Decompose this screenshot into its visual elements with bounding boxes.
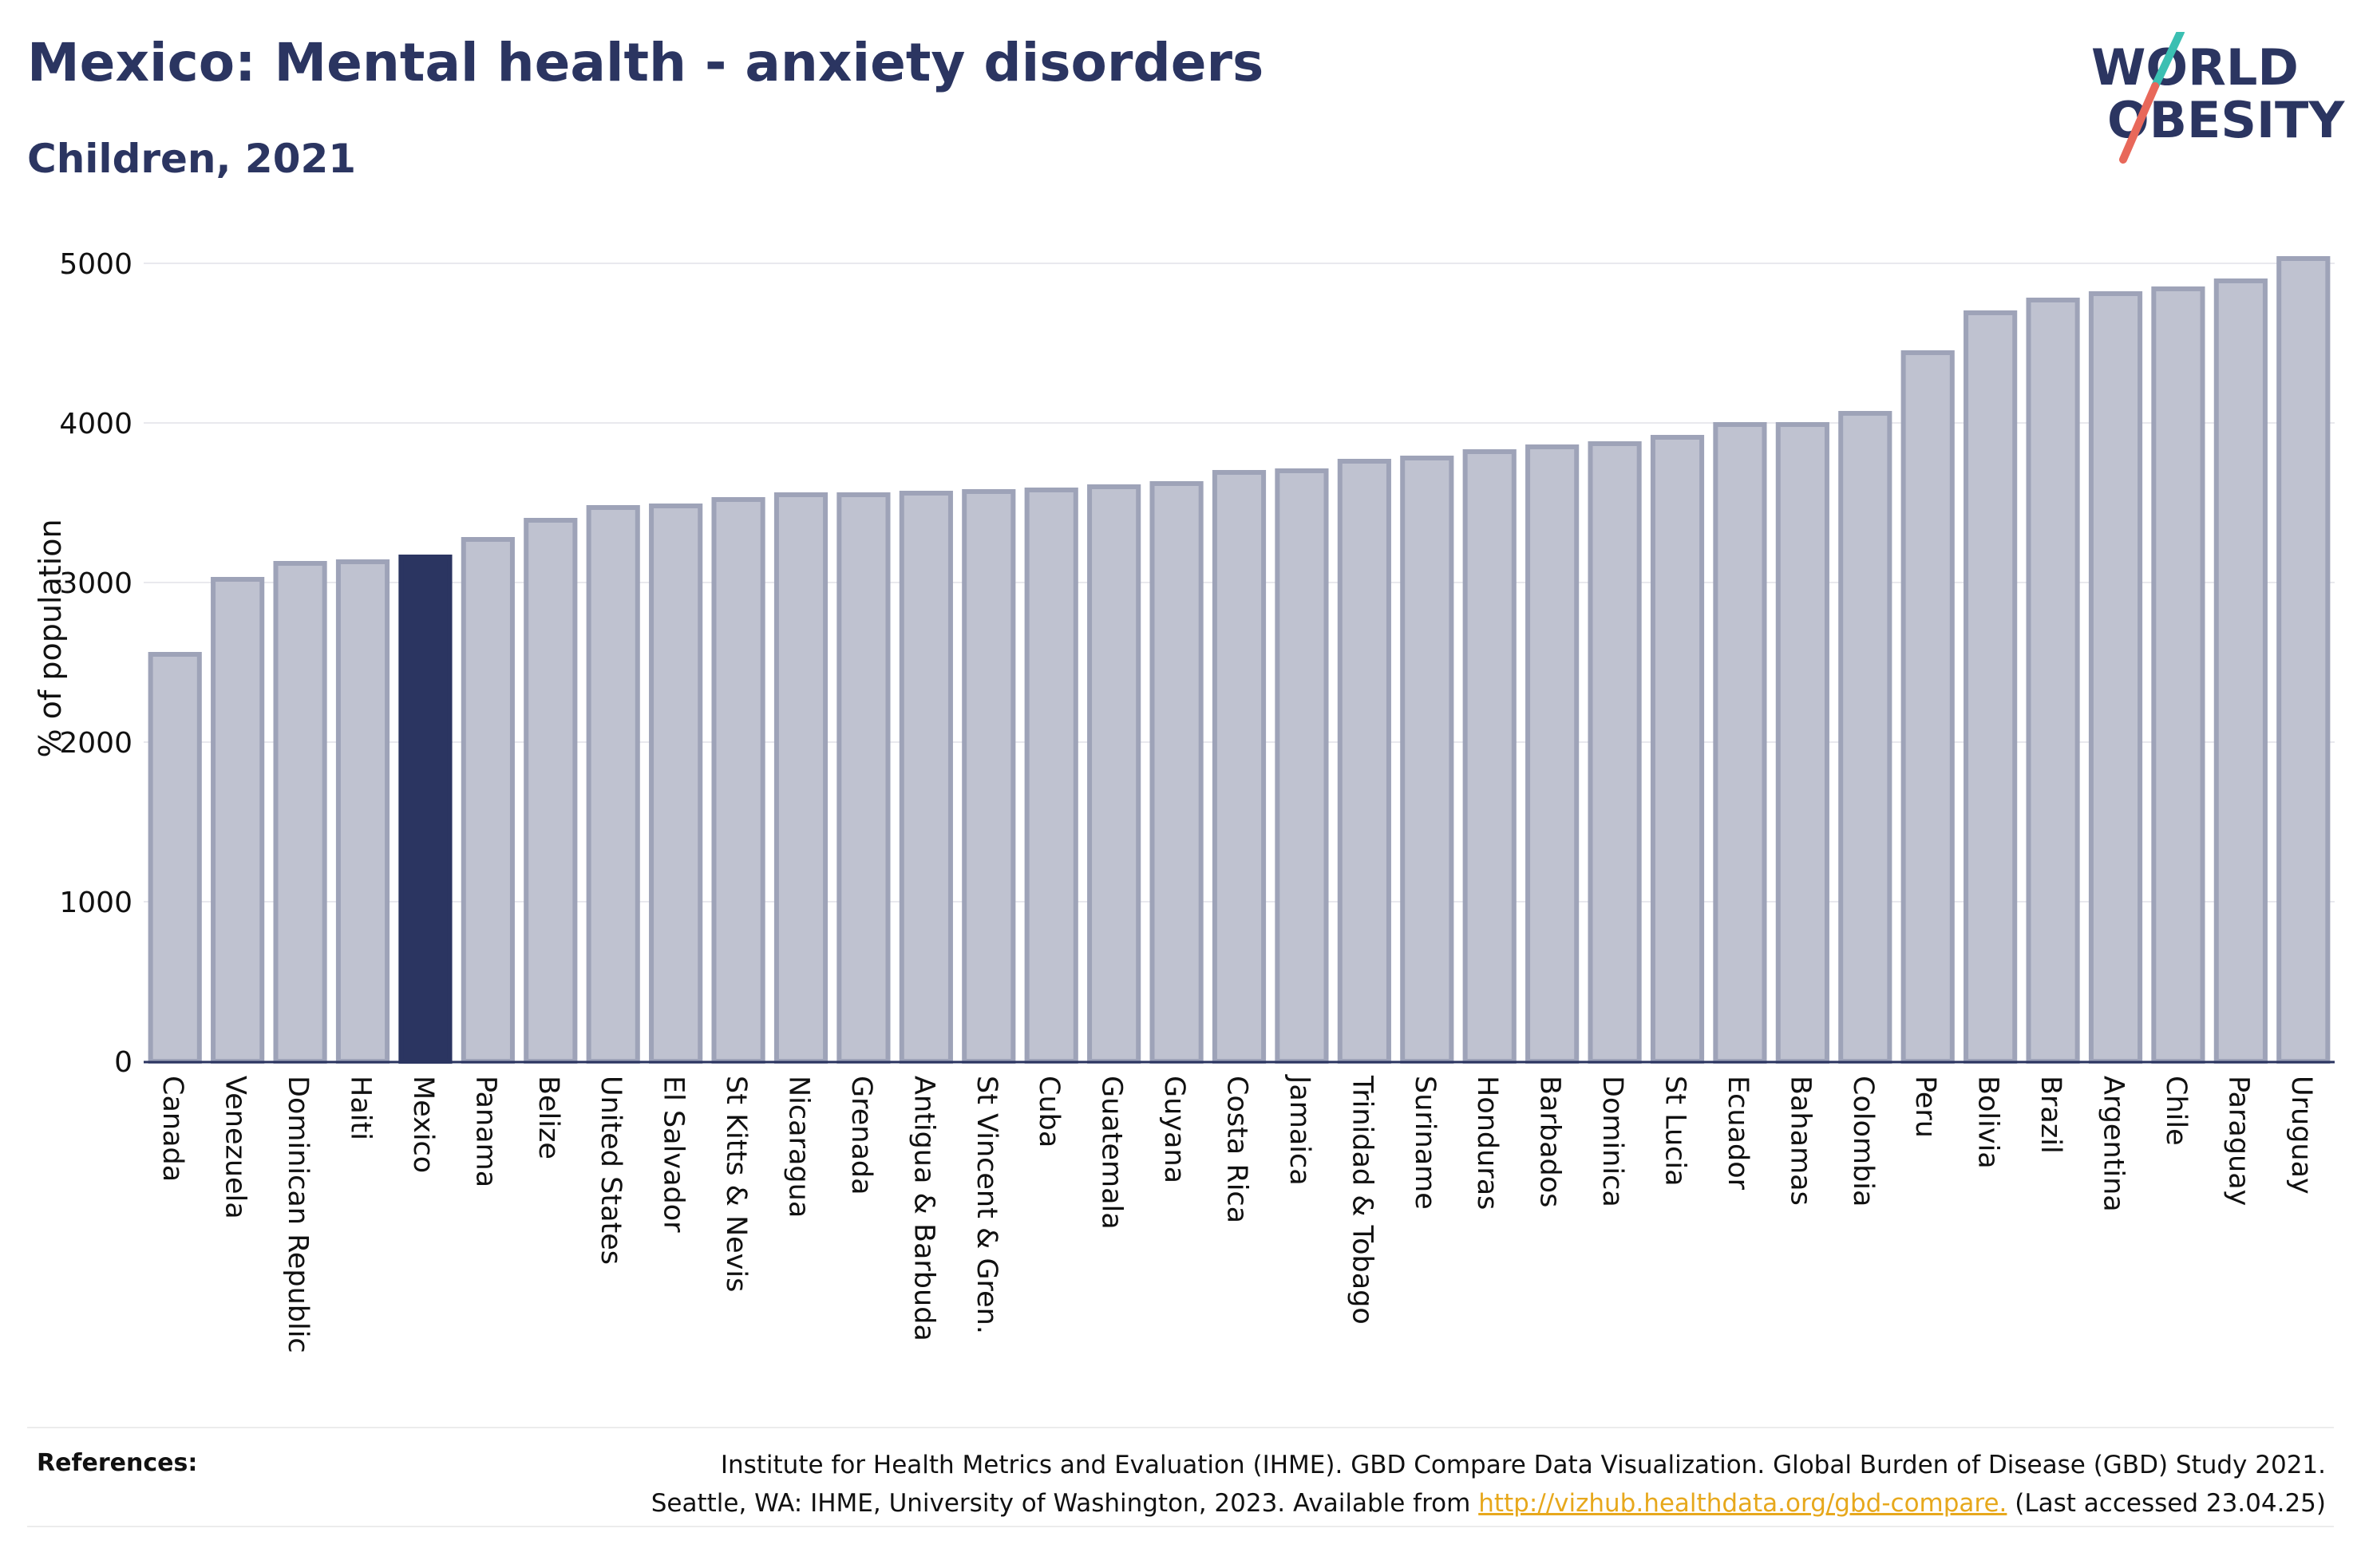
bar-bahamas: [1775, 422, 1829, 1064]
bar-st-lucia: [1650, 435, 1705, 1064]
y-tick-label: 3000: [59, 567, 132, 600]
x-tick-label: Ecuador: [1722, 1076, 1754, 1191]
x-tick-label: Belize: [532, 1076, 564, 1159]
x-tick-label: Costa Rica: [1221, 1076, 1253, 1223]
x-tick-label: Panama: [469, 1076, 501, 1187]
references-text: Institute for Health Metrics and Evaluat…: [490, 1446, 2326, 1523]
y-tick-label: 0: [114, 1046, 132, 1079]
references-label: References:: [37, 1449, 198, 1477]
bar-peru: [1900, 350, 1955, 1064]
reference-line-2-suffix: (Last accessed 23.04.25): [2007, 1489, 2326, 1518]
bar-belize: [524, 518, 578, 1064]
logo-slash-teal: [2151, 32, 2185, 90]
x-tick-label: Barbados: [1534, 1076, 1566, 1207]
bar-haiti: [335, 559, 390, 1064]
x-tick-label: Bolivia: [1972, 1076, 2004, 1169]
x-tick-label: Mexico: [407, 1076, 439, 1173]
chart-bars: [148, 256, 2331, 1064]
x-tick-label: Peru: [1909, 1076, 1941, 1138]
page-title: Mexico: Mental health - anxiety disorder…: [27, 32, 1264, 93]
bar-argentina: [2088, 291, 2143, 1064]
bar-bolivia: [1964, 310, 2018, 1064]
bar-chile: [2151, 286, 2205, 1064]
x-axis-ticks: Canada Venezuela Dominican Republic Haiti Me…: [156, 1074, 2317, 1353]
bar-cuba: [1024, 488, 1078, 1064]
x-tick-label: Trinidad & Tobago: [1346, 1075, 1378, 1325]
bar-jamaica: [1275, 468, 1329, 1064]
x-tick-label: Jamaica: [1283, 1074, 1315, 1186]
bar-ecuador: [1713, 422, 1767, 1064]
reference-line-1: Institute for Health Metrics and Evaluat…: [720, 1451, 2326, 1479]
x-tick-label: Guyana: [1158, 1076, 1190, 1183]
x-tick-label: Colombia: [1847, 1076, 1879, 1207]
bar-trinidad-tobago: [1337, 459, 1391, 1064]
y-tick-label: 5000: [59, 248, 132, 281]
bar-el-salvador: [649, 504, 703, 1064]
x-tick-label: Chile: [2160, 1076, 2192, 1146]
bar-brazil: [2026, 298, 2080, 1064]
bar-st-vincent-gren-: [962, 489, 1016, 1064]
x-tick-label: Honduras: [1471, 1076, 1503, 1210]
bar-nicaragua: [773, 492, 829, 1064]
x-tick-label: St Kitts & Nevis: [720, 1076, 752, 1292]
bar-chart: 0 1000 2000 3000 4000 5000 Canada Venezuela Dom…: [33, 248, 2335, 1353]
references-top-rule: [27, 1427, 2334, 1428]
x-tick-label: Bahamas: [1784, 1076, 1816, 1206]
logo-text-world: WORLD: [2091, 38, 2299, 97]
world-obesity-logo: WORLD OBESITY: [2091, 32, 2345, 164]
bar-mexico: [398, 555, 453, 1064]
bar-united-states: [586, 505, 640, 1064]
y-tick-label: 1000: [59, 887, 132, 919]
x-tick-label: Haiti: [345, 1076, 377, 1140]
x-tick-label: St Vincent & Gren.: [971, 1076, 1003, 1334]
x-tick-label: Grenada: [845, 1076, 877, 1195]
bar-uruguay: [2276, 256, 2331, 1064]
x-tick-label: Guatemala: [1096, 1076, 1128, 1230]
reference-link[interactable]: http://vizhub.healthdata.org/gbd-compare…: [1478, 1489, 2007, 1518]
bar-dominican-republic: [273, 561, 327, 1064]
x-tick-label: Venezuela: [219, 1076, 251, 1219]
reference-line-2-prefix: Seattle, WA: IHME, University of Washing…: [651, 1489, 1479, 1518]
bar-guatemala: [1087, 484, 1141, 1064]
bar-costa-rica: [1212, 470, 1267, 1064]
x-tick-label: El Salvador: [658, 1076, 690, 1233]
bar-grenada: [836, 492, 891, 1064]
bar-antigua-barbuda: [899, 491, 953, 1064]
y-axis-label: % of population: [33, 519, 68, 757]
x-tick-label: Suriname: [1409, 1076, 1441, 1210]
x-tick-label: United States: [595, 1076, 627, 1265]
bar-paraguay: [2213, 278, 2268, 1064]
x-tick-label: Dominican Republic: [282, 1076, 314, 1353]
bar-honduras: [1462, 449, 1517, 1064]
x-tick-label: Uruguay: [2285, 1076, 2317, 1195]
y-axis-ticks: 0 1000 2000 3000 4000 5000: [59, 248, 132, 1079]
bar-dominica: [1588, 441, 1642, 1064]
bar-barbados: [1525, 444, 1580, 1064]
y-tick-label: 4000: [59, 408, 132, 440]
logo-slash-red: [2119, 82, 2159, 164]
x-tick-label: Paraguay: [2222, 1076, 2254, 1206]
bar-st-kitts-nevis: [711, 497, 765, 1064]
x-tick-label: Brazil: [2035, 1076, 2066, 1154]
bar-canada: [148, 652, 202, 1064]
y-tick-label: 2000: [59, 727, 132, 760]
x-tick-label: Nicaragua: [783, 1076, 815, 1218]
bar-panama: [461, 537, 515, 1064]
bar-colombia: [1838, 411, 1892, 1064]
bar-venezuela: [211, 577, 265, 1064]
x-tick-label: Argentina: [2098, 1076, 2130, 1212]
page-subtitle: Children, 2021: [27, 136, 357, 182]
x-tick-label: Cuba: [1033, 1076, 1065, 1147]
x-tick-label: St Lucia: [1659, 1076, 1691, 1187]
x-tick-label: Dominica: [1596, 1076, 1628, 1207]
bar-suriname: [1400, 456, 1454, 1064]
references-bottom-rule: [27, 1526, 2334, 1527]
bar-guyana: [1149, 481, 1204, 1064]
reference-line-2: Seattle, WA: IHME, University of Washing…: [490, 1484, 2326, 1523]
x-tick-label: Antigua & Barbuda: [908, 1076, 939, 1341]
x-tick-label: Canada: [156, 1076, 188, 1182]
